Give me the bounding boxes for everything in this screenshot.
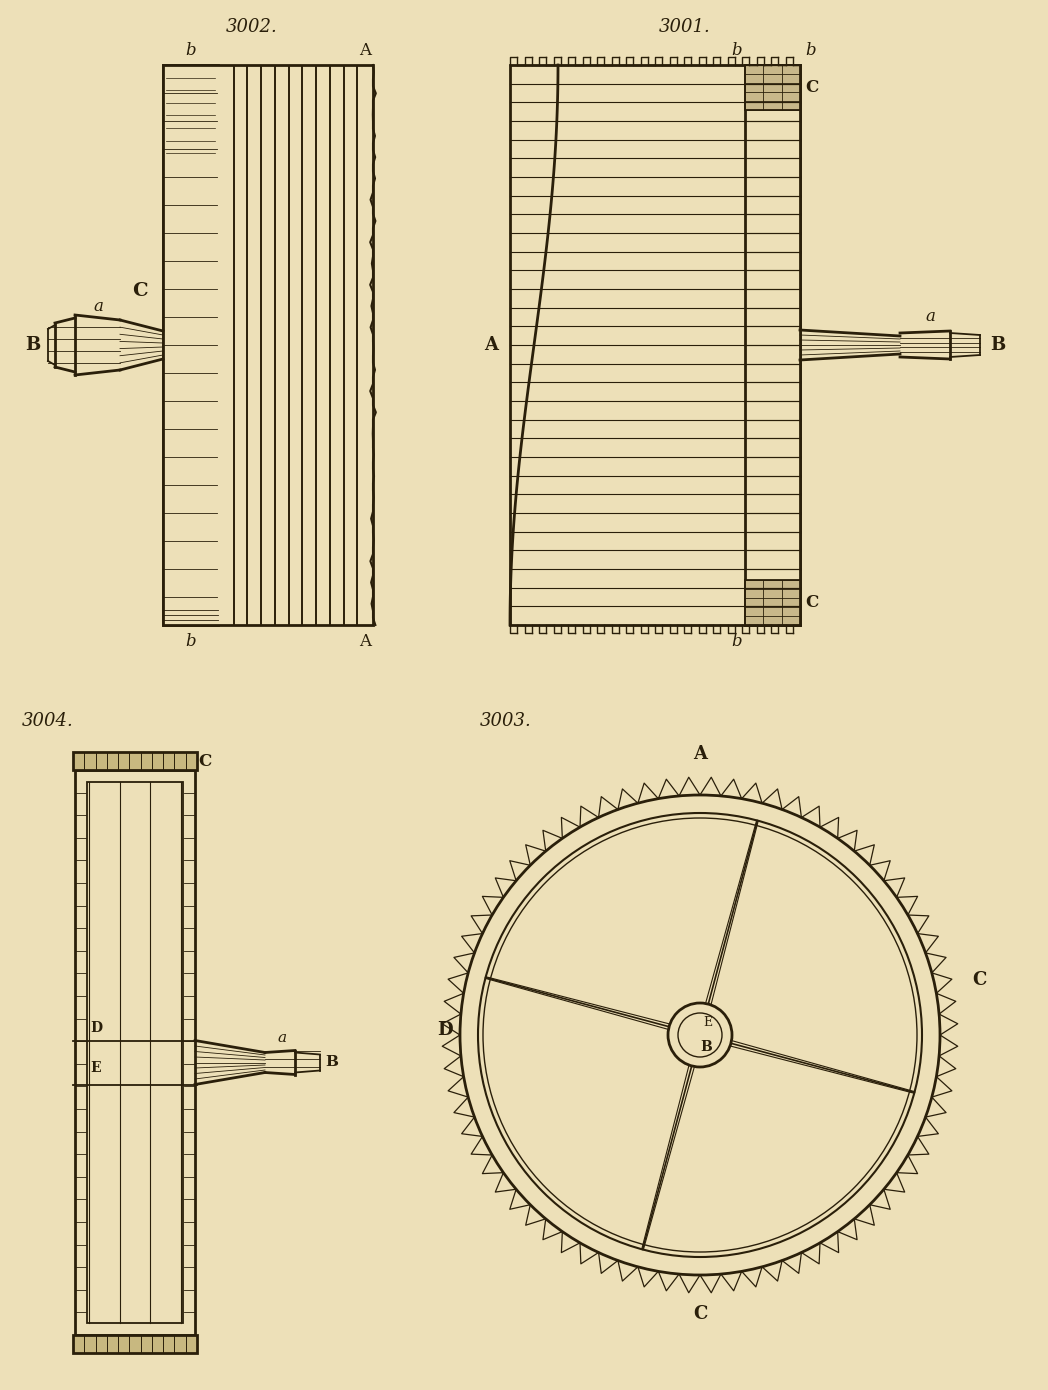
Text: b: b [732,42,742,58]
Text: 3001.: 3001. [659,18,711,36]
Bar [510,65,800,626]
Text: C: C [971,972,986,990]
Text: B: B [325,1055,339,1069]
Text: C: C [198,752,212,770]
Text: a: a [278,1030,286,1044]
Text: 3004.: 3004. [22,712,73,730]
Bar [745,65,800,110]
Text: B: B [990,336,1005,354]
Text: A: A [484,336,498,354]
Bar [73,752,197,770]
Text: E: E [703,1016,713,1030]
Text: D: D [437,1022,453,1038]
Text: a: a [93,297,103,316]
Bar [163,65,373,626]
Text: 3003.: 3003. [480,712,531,730]
Bar [73,1334,197,1352]
Text: b: b [732,632,742,651]
Bar [87,783,183,1323]
Bar [745,65,800,626]
Text: A: A [693,745,707,763]
Text: C: C [132,282,148,300]
Text: A: A [359,42,371,58]
Text: B: B [700,1040,712,1054]
Circle shape [668,1004,732,1068]
Bar [163,65,218,626]
Text: D: D [90,1020,102,1034]
Text: E: E [90,1061,101,1074]
Text: b: b [185,632,196,651]
Bar [745,580,800,626]
Text: C: C [805,79,818,96]
Text: C: C [693,1305,707,1323]
Text: a: a [925,309,935,325]
Text: 3002.: 3002. [226,18,278,36]
Text: A: A [359,632,371,651]
Text: b: b [185,42,196,58]
Text: C: C [805,594,818,612]
Bar [75,770,195,1334]
Text: b: b [805,42,815,58]
Text: B: B [25,336,40,354]
